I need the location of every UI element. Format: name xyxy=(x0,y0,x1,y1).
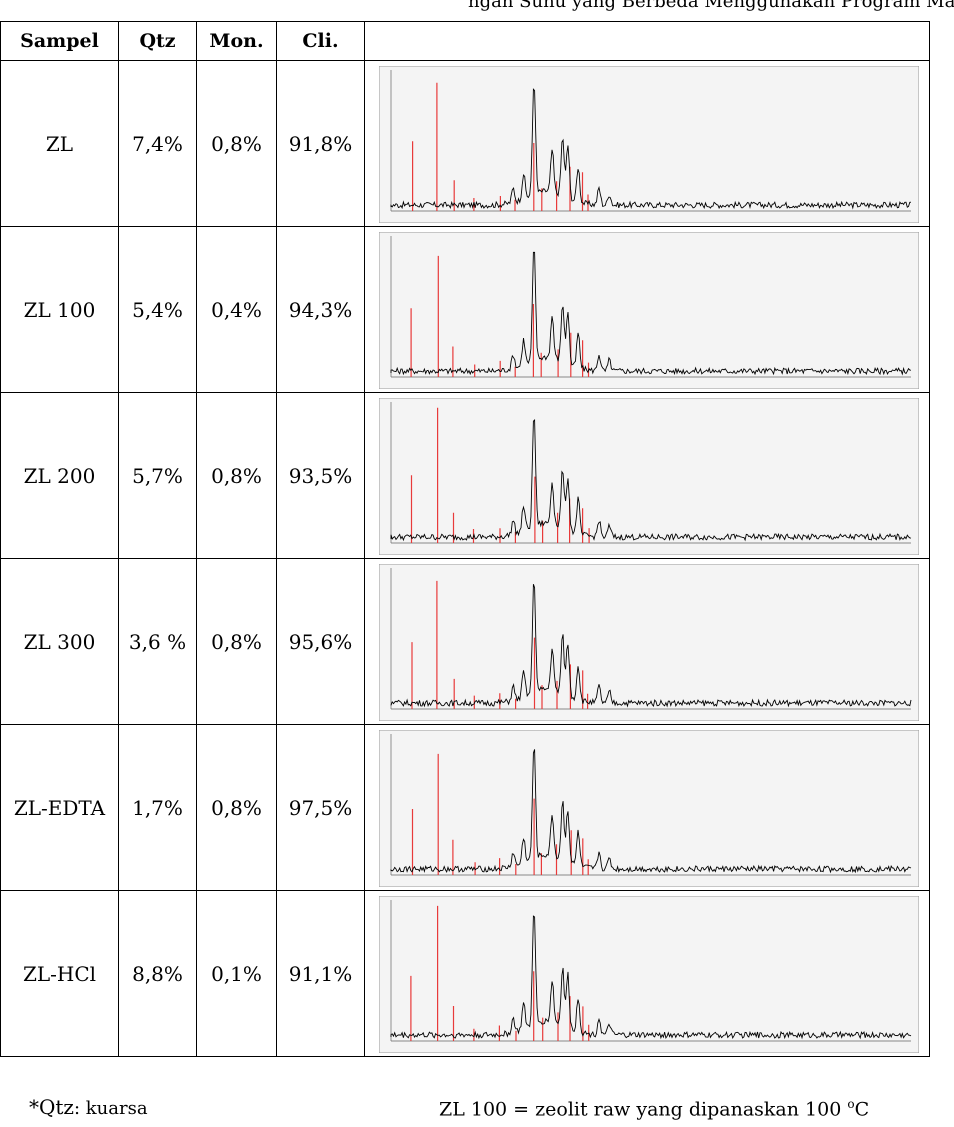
cell-sample: ZL-EDTA xyxy=(0,724,119,891)
cell-mon: 0,8% xyxy=(196,724,277,891)
footnote-zl100: ZL 100 = zeolit raw yang dipanaskan 100 … xyxy=(439,1097,869,1120)
cell-cli: 97,5% xyxy=(276,724,365,891)
xrd-pattern-zl xyxy=(379,66,919,223)
header-mon: Mon. xyxy=(196,21,277,61)
table-row: ZL 100 5,4% 0,4% 94,3% xyxy=(0,226,930,393)
measured-pattern xyxy=(390,418,912,542)
cell-pattern xyxy=(364,558,930,725)
footnote-qtz: *Qtz: kuarsa xyxy=(29,1095,148,1119)
cell-sample: ZL 100 xyxy=(0,226,119,393)
table-row: ZL 7,4% 0,8% 91,8% xyxy=(0,60,930,227)
table-row: ZL-EDTA 1,7% 0,8% 97,5% xyxy=(0,724,930,891)
measured-pattern xyxy=(390,584,912,708)
xrd-pattern-zlhcl xyxy=(379,896,919,1053)
footnote-qtz-text: : kuarsa xyxy=(73,1098,148,1119)
table-header-row: Sampel Qtz Mon. Cli. xyxy=(0,21,930,61)
cell-qtz: 1,7% xyxy=(118,724,197,891)
xrd-pattern-zl300 xyxy=(379,564,919,721)
footnote-zl100-unit: C xyxy=(854,1098,870,1121)
cell-cli: 91,1% xyxy=(276,890,365,1057)
cell-mon: 0,1% xyxy=(196,890,277,1057)
cell-sample: ZL 300 xyxy=(0,558,119,725)
cell-cli: 91,8% xyxy=(276,60,365,227)
degree-sign: o xyxy=(847,1097,855,1111)
header-cli: Cli. xyxy=(276,21,365,61)
cell-sample: ZL-HCl xyxy=(0,890,119,1057)
cell-qtz: 5,4% xyxy=(118,226,197,393)
xrd-pattern-zl200 xyxy=(379,398,919,555)
cell-cli: 93,5% xyxy=(276,392,365,559)
cell-sample: ZL 200 xyxy=(0,392,119,559)
cell-mon: 0,4% xyxy=(196,226,277,393)
table-row: ZL-HCl 8,8% 0,1% 91,1% xyxy=(0,890,930,1057)
plot-frame xyxy=(379,66,919,223)
plot-frame xyxy=(379,896,919,1053)
cell-mon: 0,8% xyxy=(196,392,277,559)
footnote-qtz-abbrev: *Qtz xyxy=(29,1095,74,1119)
table-row: ZL 200 5,7% 0,8% 93,5% xyxy=(0,392,930,559)
reference-pattern xyxy=(412,82,589,211)
xrd-pattern-zl100 xyxy=(379,232,919,389)
measured-pattern xyxy=(390,88,912,210)
caption-fragment: ngan Suhu yang Berbeda Menggunakan Progr… xyxy=(468,0,954,12)
xrd-pattern-zledta xyxy=(379,730,919,887)
cell-pattern xyxy=(364,724,930,891)
cell-pattern xyxy=(364,890,930,1057)
cell-qtz: 7,4% xyxy=(118,60,197,227)
cell-sample: ZL xyxy=(0,60,119,227)
cell-cli: 95,6% xyxy=(276,558,365,725)
cell-mon: 0,8% xyxy=(196,60,277,227)
composition-table: Sampel Qtz Mon. Cli. ZL 7,4% 0,8% 91,8% … xyxy=(0,21,930,1057)
cell-qtz: 5,7% xyxy=(118,392,197,559)
cell-qtz: 3,6 % xyxy=(118,558,197,725)
cell-cli: 94,3% xyxy=(276,226,365,393)
reference-pattern xyxy=(410,407,590,543)
cell-mon: 0,8% xyxy=(196,558,277,725)
reference-pattern xyxy=(411,753,589,875)
cell-pattern xyxy=(364,60,930,227)
cell-pattern xyxy=(364,226,930,393)
header-sampel: Sampel xyxy=(0,21,119,61)
plot-frame xyxy=(379,398,919,555)
measured-pattern xyxy=(390,749,912,874)
footnote-zl100-text: ZL 100 = zeolit raw yang dipanaskan 100 xyxy=(439,1098,848,1121)
cell-pattern xyxy=(364,392,930,559)
plot-frame xyxy=(379,232,919,389)
table-row: ZL 300 3,6 % 0,8% 95,6% xyxy=(0,558,930,725)
header-pattern xyxy=(364,21,930,61)
plot-frame xyxy=(379,730,919,887)
cell-qtz: 8,8% xyxy=(118,890,197,1057)
measured-pattern xyxy=(390,915,912,1040)
plot-frame xyxy=(379,564,919,721)
measured-pattern xyxy=(390,251,912,376)
header-qtz: Qtz xyxy=(118,21,197,61)
